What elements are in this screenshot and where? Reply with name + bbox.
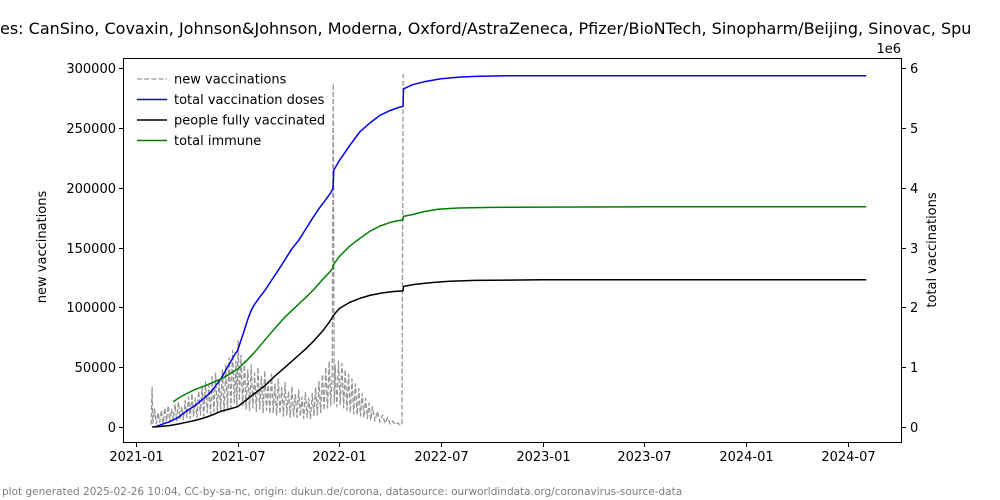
chart-title: es: CanSino, Covaxin, Johnson&Johnson, M… [0,19,972,38]
y-right-tick-label: 6 [910,62,918,77]
y-right-tick-label: 4 [910,182,918,197]
y-axis-offset-text: 1e6 [876,42,901,57]
legend-label-total-vaccination-doses: total vaccination doses [174,93,325,108]
y-right-tick-label: 3 [910,242,918,257]
x-tick-label: 2024-07 [821,450,875,465]
legend-label-total-immune: total immune [174,134,261,149]
legend-label-new-vaccinations: new vaccinations [174,73,287,88]
y-left-tick-label: 150000 [66,242,116,257]
x-tick-label: 2021-07 [211,450,265,465]
x-tick-label: 2022-07 [414,450,468,465]
y-right-tick-label: 2 [910,301,918,316]
y-left-tick-label: 250000 [66,122,116,137]
series-group [150,73,867,428]
series-line-total-vaccination-doses [154,75,867,428]
y-left-tick-label: 100000 [66,301,116,316]
x-tick-label: 2022-01 [312,450,366,465]
series-line-new-vaccinations [150,73,404,426]
series-line-people-fully-vaccinated [152,279,867,428]
series-line-total-immune [172,206,867,403]
legend-label-people-fully-vaccinated: people fully vaccinated [174,114,325,129]
x-tick-label: 2023-01 [516,450,570,465]
y-axis-label-left: new vaccinations [35,191,50,304]
x-tick-label: 2023-07 [617,450,671,465]
plot-frame [123,58,902,443]
y-right-tick-label: 1 [910,361,918,376]
x-tick-label: 2024-01 [719,450,773,465]
y-left-tick-label: 50000 [75,361,116,376]
y-axis-label-right: total vaccinations [925,192,940,308]
y-left-tick-label: 300000 [66,62,116,77]
y-left-tick-label: 200000 [66,182,116,197]
footer-credit: plot generated 2025-02-26 10:04, CC-by-s… [2,486,683,498]
x-tick-label: 2021-01 [109,450,163,465]
y-right-tick-label: 5 [910,122,918,137]
y-left-tick-label: 0 [108,421,116,436]
y-right-tick-label: 0 [910,421,918,436]
